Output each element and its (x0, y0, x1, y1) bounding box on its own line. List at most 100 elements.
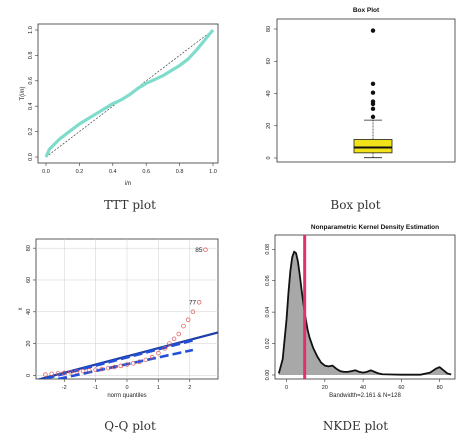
qq-x-tick-label: 1 (157, 385, 160, 391)
qq-y-tick-label: 40 (26, 309, 32, 315)
qq-data-point (93, 367, 98, 372)
qq-data-point (167, 341, 172, 346)
nkde-y-tick-label: 0.08 (265, 244, 271, 255)
qq-data-point (68, 369, 73, 375)
qq-x-tick-label: 2 (188, 385, 191, 391)
qq-data-point (61, 370, 67, 376)
qq-outlier-label: 77 (189, 299, 197, 306)
qq-data-point (190, 309, 196, 315)
qq-data-point (143, 357, 149, 363)
box-y-tick-label: 40 (266, 90, 272, 96)
box-outlier-point (370, 81, 376, 87)
ttt-caption: TTT plot (104, 198, 156, 212)
ttt-plot-frame (37, 23, 219, 164)
qq-data-point (171, 336, 177, 342)
box-outlier-point (370, 90, 376, 95)
ttt-y-axis-label: T(i/n) (20, 87, 26, 101)
ttt-chart: 0.0 0.2 0.4 0.6 0.8 1.0 0.0 0.2 0.4 0.6 0.8 1.0 i/n T… (20, 23, 219, 187)
qq-y-axis-label: x (18, 308, 24, 311)
nkde-panel: Nonparametric Kernel Density Estimation 0… (237, 221, 474, 442)
qq-data-point (99, 366, 105, 372)
box-y-tick-label: 60 (266, 58, 272, 64)
ttt-x-axis-label: i/n (125, 181, 131, 187)
qq-x-tick-label: 0 (125, 385, 128, 391)
qq-data-point (162, 346, 167, 351)
box-y-tick-label: 0 (266, 156, 272, 159)
ttt-y-tick-label: 0.4 (28, 102, 34, 110)
qq-y-tick-label: 20 (26, 341, 32, 347)
ttt-panel: 0.0 0.2 0.4 0.6 0.8 1.0 0.0 0.2 0.4 0.6 0.8 1.0 i/n T… (0, 0, 237, 221)
ttt-series-line (44, 28, 215, 158)
box-outlier-point (370, 99, 376, 104)
qq-y-tick-label: 80 (26, 245, 32, 251)
nkde-x-tick-label: 80 (437, 385, 443, 391)
qq-caption: Q-Q plot (104, 419, 156, 433)
qq-outlier-label: 85 (195, 247, 203, 254)
nkde-y-tick-label: 0.04 (265, 307, 271, 318)
qq-data-point (185, 317, 191, 322)
box-y-tick-label: 20 (266, 123, 272, 129)
nkde-plot-title: Nonparametric Kernel Density Estimation (311, 224, 439, 231)
nkde-chart: Nonparametric Kernel Density Estimation 0… (265, 224, 456, 399)
ttt-x-tick-label: 0.2 (76, 169, 84, 175)
qq-panel: -2 -1 0 1 2 0 20 40 60 80 norm quantiles x 77 85 Q-Q … (0, 221, 237, 442)
ttt-y-tick-label: 0.8 (28, 52, 34, 60)
ttt-y-tick-label: 1.0 (28, 26, 34, 34)
box-iqr-box (353, 139, 393, 154)
ttt-x-tick-label: 0.8 (176, 169, 184, 175)
nkde-density-curve (277, 250, 452, 376)
qq-data-point (43, 372, 48, 377)
box-outlier-point (370, 28, 376, 33)
qq-data-point (105, 365, 111, 371)
ttt-y-tick-label: 0.2 (28, 128, 34, 136)
nkde-x-tick-label: 20 (322, 385, 328, 391)
nkde-y-tick-label: 0.06 (265, 275, 271, 286)
nkde-caption: NKDE plot (322, 419, 389, 433)
box-caption: Box plot (330, 198, 381, 212)
nkde-x-tick-label: 0 (285, 385, 288, 391)
box-chart: Box Plot 0 20 40 60 80 (266, 7, 456, 163)
nkde-density-area (278, 251, 452, 375)
box-outlier-point (370, 114, 376, 120)
qq-data-point (203, 247, 208, 253)
qq-data-point (87, 368, 92, 373)
qq-data-point (137, 359, 142, 364)
ttt-y-tick-label: 0.6 (28, 77, 34, 85)
qq-y-tick-label: 60 (26, 277, 32, 283)
qq-x-tick-label: -1 (93, 385, 98, 391)
ttt-y-tick-label: 0.0 (28, 153, 34, 161)
nkde-y-tick-label: 0.02 (265, 338, 271, 349)
ttt-x-tick-label: 0.0 (42, 169, 50, 175)
qq-data-point (118, 363, 123, 369)
ttt-x-tick-label: 1.0 (209, 169, 217, 175)
qq-data-point (181, 323, 186, 329)
qq-confidence-band-line (52, 348, 194, 379)
qq-data-point (196, 300, 202, 305)
qq-data-point (156, 350, 161, 356)
box-plot-title: Box Plot (353, 7, 380, 14)
qq-data-point (80, 368, 86, 374)
ttt-x-tick-label: 0.4 (109, 169, 117, 175)
qq-x-axis-label: norm quantiles (107, 393, 146, 399)
box-y-tick-label: 80 (266, 26, 272, 32)
qq-data-point (55, 371, 61, 376)
qq-data-point (49, 371, 54, 377)
qq-data-point (131, 361, 136, 366)
qq-x-tick-label: -2 (62, 385, 67, 391)
qq-data-point (74, 369, 80, 374)
qq-data-point (124, 362, 130, 367)
box-plot-frame (276, 18, 456, 163)
qq-y-tick-label: 0 (26, 374, 32, 377)
ttt-x-tick-label: 0.6 (142, 169, 150, 175)
qq-data-point (149, 354, 155, 360)
box-outlier-point (370, 106, 376, 112)
nkde-plot-frame (274, 234, 456, 380)
nkde-y-tick-label: 0.00 (265, 370, 271, 381)
qq-data-point (176, 331, 182, 337)
nkde-x-tick-label: 60 (398, 385, 404, 391)
qq-data-point (112, 364, 117, 370)
nkde-x-tick-label: 40 (360, 385, 366, 391)
nkde-x-axis-label: Bandwidth=2.161 & N=128 (329, 393, 401, 399)
box-panel: Box Plot 0 20 40 60 80 Box plot (237, 0, 474, 221)
